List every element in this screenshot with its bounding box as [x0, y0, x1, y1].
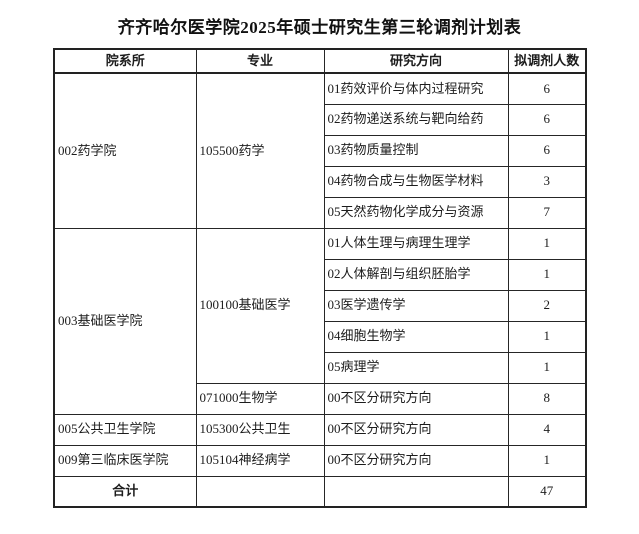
count-cell: 1 — [507, 444, 587, 477]
total-empty-direction-cell — [323, 475, 509, 508]
table-row: 003基础医学院 100100基础医学 01人体生理与病理生理学 1 — [53, 227, 587, 415]
count-cell: 1 — [507, 258, 587, 291]
major-cell: 100100基础医学 — [195, 227, 325, 384]
count-cell: 4 — [507, 413, 587, 446]
total-count: 47 — [507, 475, 587, 508]
table-row: 002药学院 105500药学 01药效评价与体内过程研究 6 — [53, 72, 587, 229]
transfer-plan-table: 院系所 专业 研究方向 拟调剂人数 002药学院 105500药学 01药效评价与体… — [53, 48, 587, 508]
table-body: 002药学院 105500药学 01药效评价与体内过程研究 6 02药物递送系统与靶向给… — [53, 72, 587, 477]
count-cell: 6 — [507, 72, 587, 105]
count-cell: 6 — [507, 134, 587, 167]
direction-cell: 05病理学 — [323, 351, 509, 384]
department-cell: 003基础医学院 — [53, 227, 197, 415]
department-cell: 005公共卫生学院 — [53, 413, 197, 446]
direction-cell: 02药物递送系统与靶向给药 — [323, 103, 509, 136]
total-label: 合计 — [53, 475, 197, 508]
direction-cell: 00不区分研究方向 — [323, 413, 509, 446]
direction-cell: 02人体解剖与组织胚胎学 — [323, 258, 509, 291]
direction-cell: 01药效评价与体内过程研究 — [323, 72, 509, 105]
col-header-count: 拟调剂人数 — [507, 48, 587, 74]
major-cell: 071000生物学 — [195, 382, 325, 415]
count-cell: 1 — [507, 227, 587, 260]
table-row: 071000生物学 00不区分研究方向 8 — [54, 382, 587, 415]
direction-cell: 04细胞生物学 — [323, 320, 509, 353]
col-header-direction: 研究方向 — [323, 48, 509, 74]
table-row: 02药物递送系统与靶向给药 6 — [54, 103, 587, 136]
direction-cell: 03医学遗传学 — [323, 289, 509, 322]
major-cell: 105500药学 — [195, 72, 325, 229]
department-cell: 002药学院 — [53, 72, 197, 229]
total-row: 合计 47 — [53, 475, 587, 508]
count-cell: 3 — [507, 165, 587, 198]
count-cell: 8 — [507, 382, 587, 415]
department-cell: 009第三临床医学院 — [53, 444, 197, 477]
table-row: 02人体解剖与组织胚胎学 1 — [54, 258, 587, 291]
header-row: 院系所 专业 研究方向 拟调剂人数 — [53, 48, 587, 74]
count-cell: 1 — [507, 320, 587, 353]
major-cell: 105104神经病学 — [195, 444, 325, 477]
table-row: 005公共卫生学院 105300公共卫生 00不区分研究方向 4 — [53, 413, 587, 446]
count-cell: 2 — [507, 289, 587, 322]
count-cell: 6 — [507, 103, 587, 136]
table-row: 05病理学 1 — [54, 351, 587, 384]
direction-cell: 03药物质量控制 — [323, 134, 509, 167]
major-cell: 105300公共卫生 — [195, 413, 325, 446]
direction-cell: 01人体生理与病理生理学 — [323, 227, 509, 260]
direction-cell: 04药物合成与生物医学材料 — [323, 165, 509, 198]
page-title: 齐齐哈尔医学院2025年硕士研究生第三轮调剂计划表 — [117, 18, 522, 37]
count-cell: 1 — [507, 351, 587, 384]
direction-cell: 05天然药物化学成分与资源 — [323, 196, 509, 229]
table-row: 009第三临床医学院 105104神经病学 00不区分研究方向 1 — [53, 444, 587, 477]
direction-cell: 00不区分研究方向 — [323, 444, 509, 477]
col-header-department: 院系所 — [53, 48, 197, 74]
total-empty-major-cell — [195, 475, 325, 508]
table-row: 04药物合成与生物医学材料 3 — [54, 165, 587, 198]
count-cell: 7 — [507, 196, 587, 229]
direction-cell: 00不区分研究方向 — [323, 382, 509, 415]
col-header-major: 专业 — [195, 48, 325, 74]
